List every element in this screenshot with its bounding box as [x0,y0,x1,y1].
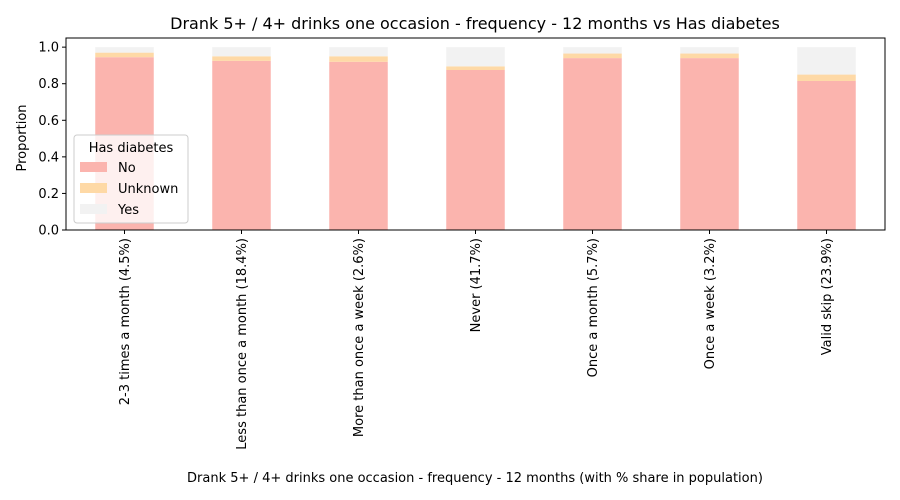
bar-no-4 [563,58,622,230]
x-tick-label: Valid skip (23.9%) [820,238,835,355]
bar-no-3 [446,70,505,230]
legend-swatch-unknown [80,183,107,193]
x-tick-label: Once a month (5.7%) [586,238,601,377]
bar-no-5 [680,58,739,230]
bar-yes-4 [563,47,622,54]
y-tick-label: 0.8 [38,77,59,92]
x-tick-label: Less than once a month (18.4%) [235,238,250,450]
plot-area: 0.0 0.2 0.4 0.6 0.8 1.0 2-3 times a month (4.5… [38,37,886,450]
y-tick-label: 1.0 [38,41,59,56]
x-tick-label: More than once a week (2.6%) [352,238,367,437]
bar-unknown-1 [212,56,271,61]
bar-yes-1 [212,47,271,57]
bar-unknown-6 [797,74,856,81]
x-tick-label: Once a week (3.2%) [703,238,718,369]
bar-no-6 [797,80,856,230]
legend-swatch-yes [80,204,107,214]
bar-unknown-0 [95,52,154,58]
bar-yes-3 [446,47,505,67]
bar-no-2 [329,61,388,230]
y-tick-label: 0.2 [38,187,59,202]
x-tick-label: Never (41.7%) [469,238,484,332]
bar-unknown-2 [329,56,388,62]
legend-title: Has diabetes [89,141,174,156]
bar-yes-2 [329,47,388,57]
legend-entry-unknown: Unknown [118,182,178,197]
legend-entry-no: No [118,161,136,176]
y-tick-label: 0.0 [38,224,59,239]
y-tick-label: 0.6 [38,114,59,129]
y-axis-label: Proportion [15,104,30,171]
bar-unknown-4 [563,53,622,59]
chart-title: Drank 5+ / 4+ drinks one occasion - freq… [170,14,780,33]
bar-unknown-5 [680,53,739,59]
bar-yes-6 [797,47,856,75]
legend: Has diabetes No Unknown Yes [73,134,189,224]
x-tick-label: 2-3 times a month (4.5%) [118,238,133,405]
legend-entry-yes: Yes [117,203,139,218]
bar-no-1 [212,60,271,230]
x-axis-label: Drank 5+ / 4+ drinks one occasion - freq… [187,471,763,486]
legend-box [73,134,189,224]
bar-yes-5 [680,47,739,54]
y-tick-label: 0.4 [38,150,59,165]
bar-yes-0 [95,47,154,53]
legend-swatch-no [80,162,107,172]
bar-unknown-3 [446,66,505,70]
